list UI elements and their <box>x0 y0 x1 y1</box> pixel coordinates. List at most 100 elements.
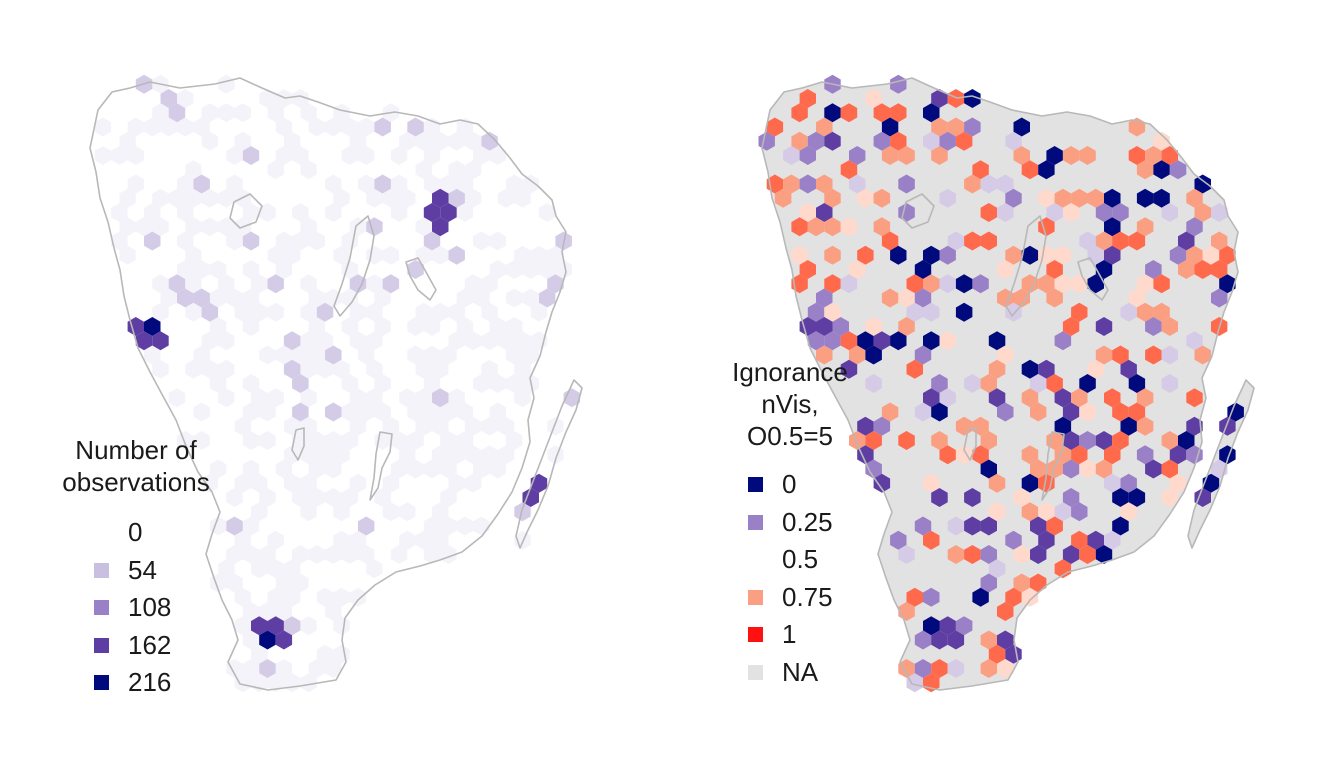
hex-cell <box>399 131 416 151</box>
hex-cell <box>530 245 548 265</box>
hex-cell <box>432 416 449 436</box>
hex-cell <box>506 431 523 450</box>
hex-cell <box>349 587 367 607</box>
hex-cell <box>1153 160 1170 180</box>
hex-cell <box>1021 587 1039 607</box>
hex-cell <box>1202 245 1220 265</box>
hex-cell <box>506 174 523 194</box>
hex-cell <box>1194 174 1211 194</box>
hex-cell <box>489 374 506 393</box>
legend-title-line: observations <box>62 467 210 497</box>
hex-cell <box>341 117 358 137</box>
hex-cell <box>292 545 309 564</box>
hex-cell <box>283 587 301 607</box>
hex-cell <box>374 488 391 507</box>
hex-cell <box>292 231 309 251</box>
hex-cell <box>890 331 907 351</box>
hex-cell <box>816 288 833 308</box>
hex-cell <box>1186 331 1203 351</box>
hex-cell <box>988 331 1006 351</box>
hex-cell <box>456 288 474 308</box>
hex-cell <box>783 174 800 194</box>
hex-cell <box>1071 388 1088 408</box>
hex-cell <box>980 459 997 479</box>
hex-cell <box>1219 245 1236 265</box>
hex-cell <box>152 331 169 351</box>
legend-label: 108 <box>128 592 172 623</box>
ignorance-legend: Ignorance nVis, O0.5=5 0 0.25 0.5 0.75 1… <box>712 356 868 691</box>
hex-cell <box>152 188 169 208</box>
hex-cell <box>807 302 825 322</box>
hex-cell <box>374 288 391 308</box>
hex-cell <box>226 174 243 194</box>
hex-cell <box>1211 288 1228 308</box>
hex-cell <box>251 559 268 579</box>
hex-cell <box>980 545 997 564</box>
hex-cell <box>300 473 317 493</box>
hex-cell <box>489 260 506 279</box>
hex-cell <box>964 545 981 564</box>
hex-cell <box>481 274 498 294</box>
hex-cell <box>308 431 325 450</box>
hex-cell <box>890 530 907 550</box>
hex-cell <box>980 630 997 650</box>
hex-cell <box>1095 431 1113 450</box>
hex-cell <box>407 459 424 479</box>
hex-cell <box>1021 274 1039 294</box>
hex-cell <box>1005 131 1022 151</box>
hex-cell <box>160 117 177 137</box>
hex-cell <box>259 630 276 650</box>
hex-cell <box>390 431 408 450</box>
hex-cell <box>840 359 858 379</box>
hex-cell <box>366 302 383 322</box>
observations-legend-title: Number of observations <box>46 434 226 498</box>
hex-cell <box>1054 245 1072 265</box>
hex-cell <box>358 545 375 564</box>
hex-cell <box>94 117 112 137</box>
hex-cell <box>358 402 375 422</box>
hex-cell <box>341 431 358 450</box>
hex-cell <box>1038 359 1055 379</box>
hex-cell <box>185 245 202 265</box>
legend-title-line: Number of <box>75 435 197 465</box>
hex-cell <box>980 573 997 593</box>
hex-cell <box>1161 317 1178 336</box>
hex-cell <box>1046 203 1063 222</box>
hex-cell <box>766 117 784 137</box>
hex-cell <box>906 274 923 294</box>
hex-cell <box>1079 146 1096 165</box>
hex-cell <box>234 587 251 607</box>
hex-cell <box>300 673 317 693</box>
hex-cell <box>1186 217 1203 237</box>
hex-cell <box>1054 331 1072 351</box>
hex-cell <box>1095 203 1113 222</box>
hex-cell <box>1112 488 1129 507</box>
hex-cell <box>349 131 367 151</box>
hex-cell <box>873 331 891 351</box>
hex-cell <box>824 302 841 322</box>
hex-cell <box>1178 231 1195 251</box>
hex-cell <box>1136 274 1154 294</box>
hex-cell <box>1161 146 1178 165</box>
hex-cell <box>1038 160 1055 180</box>
hex-cell <box>489 146 506 165</box>
hex-cell <box>201 359 219 379</box>
hex-cell <box>849 260 866 279</box>
hex-cell <box>1005 302 1022 322</box>
hex-cell <box>423 516 441 536</box>
hex-cell <box>1112 345 1129 365</box>
hex-cell <box>481 131 498 151</box>
hex-cell <box>366 274 383 294</box>
hex-cell <box>807 217 825 237</box>
hex-cell <box>824 245 841 265</box>
hex-cell <box>423 317 441 336</box>
hex-cell <box>898 146 915 165</box>
hex-cell <box>923 587 940 607</box>
legend-title-line: O0.5=5 <box>746 421 833 451</box>
hex-cell <box>988 644 1006 664</box>
hex-cell <box>481 416 498 436</box>
hex-cell <box>456 174 474 194</box>
hex-cell <box>259 203 276 222</box>
hex-cell <box>1161 374 1178 393</box>
hex-cell <box>144 345 161 365</box>
